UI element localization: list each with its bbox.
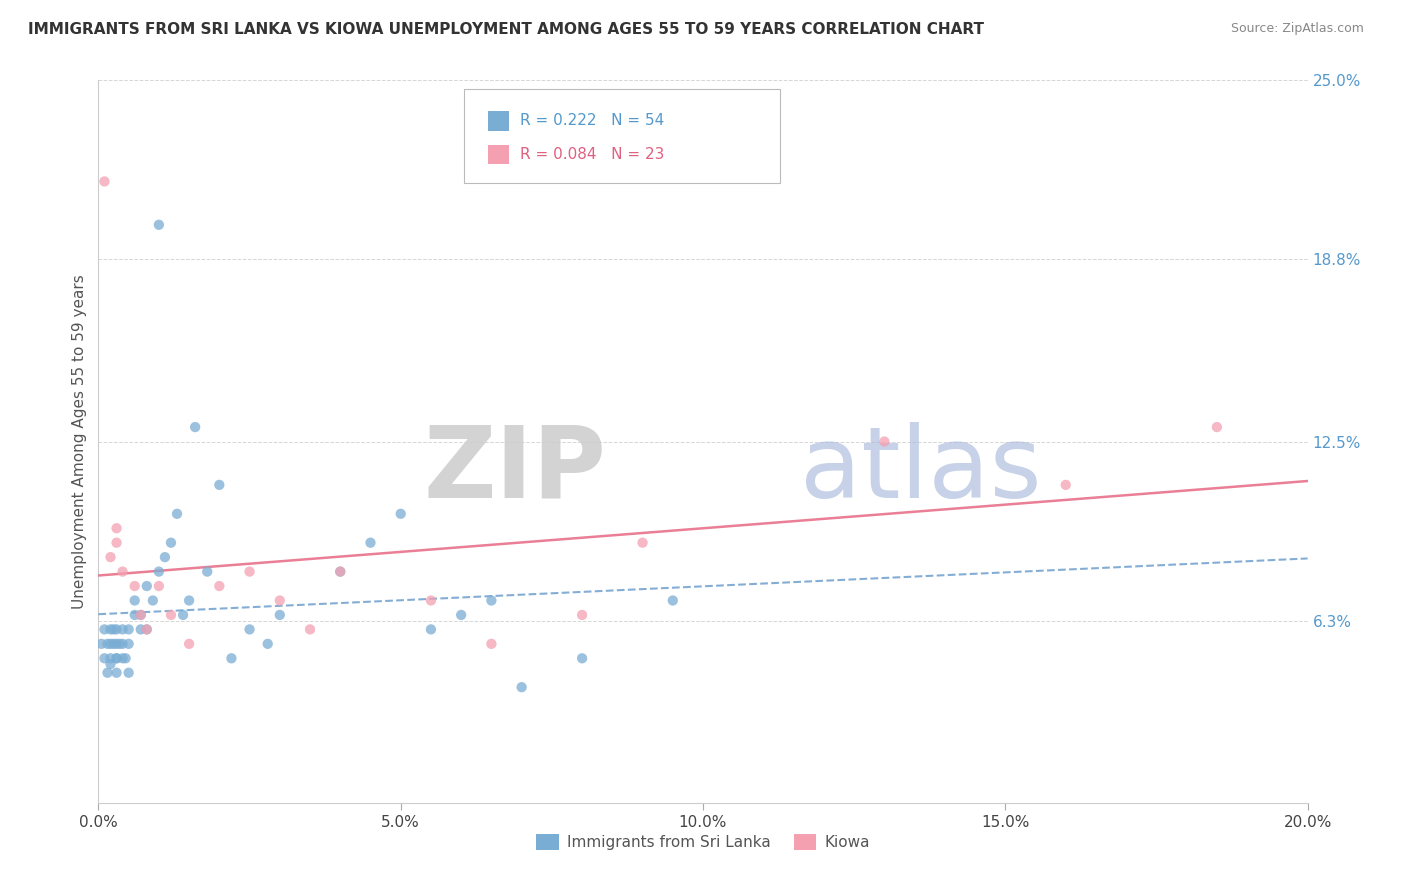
- Point: [661, 593, 683, 607]
- Point: [93, 623, 115, 637]
- Text: IMMIGRANTS FROM SRI LANKA VS KIOWA UNEMPLOYMENT AMONG AGES 55 TO 59 YEARS CORREL: IMMIGRANTS FROM SRI LANKA VS KIOWA UNEMP…: [28, 22, 984, 37]
- Point: [124, 607, 146, 622]
- Point: [269, 593, 291, 607]
- Point: [360, 535, 382, 549]
- Point: [1206, 420, 1229, 434]
- Point: [510, 680, 533, 694]
- Point: [103, 623, 125, 637]
- Point: [135, 623, 157, 637]
- Point: [148, 218, 170, 232]
- Point: [420, 623, 443, 637]
- Point: [129, 607, 152, 622]
- Point: [148, 579, 170, 593]
- Point: [184, 420, 207, 434]
- Point: [111, 637, 134, 651]
- Point: [239, 565, 262, 579]
- Point: [389, 507, 412, 521]
- Point: [329, 565, 352, 579]
- Point: [481, 593, 503, 607]
- Point: [111, 623, 134, 637]
- Point: [124, 593, 146, 607]
- Point: [269, 607, 291, 622]
- Point: [481, 637, 503, 651]
- Point: [105, 651, 128, 665]
- Point: [100, 637, 122, 651]
- Point: [571, 651, 593, 665]
- Point: [299, 623, 322, 637]
- Point: [118, 623, 141, 637]
- Y-axis label: Unemployment Among Ages 55 to 59 years: Unemployment Among Ages 55 to 59 years: [72, 274, 87, 609]
- Point: [153, 550, 176, 565]
- Point: [111, 565, 134, 579]
- Point: [96, 665, 118, 680]
- Point: [100, 657, 122, 671]
- Point: [142, 593, 165, 607]
- Point: [1054, 478, 1077, 492]
- Point: [129, 607, 152, 622]
- Point: [208, 478, 231, 492]
- Point: [160, 607, 183, 622]
- Point: [571, 607, 593, 622]
- Point: [103, 637, 125, 651]
- Point: [90, 637, 112, 651]
- Point: [179, 637, 201, 651]
- Point: [100, 623, 122, 637]
- Point: [96, 637, 118, 651]
- Point: [124, 579, 146, 593]
- Point: [111, 651, 134, 665]
- Point: [256, 637, 278, 651]
- Point: [118, 637, 141, 651]
- Point: [221, 651, 243, 665]
- Text: R = 0.222   N = 54: R = 0.222 N = 54: [520, 113, 665, 128]
- Point: [135, 579, 157, 593]
- Point: [329, 565, 352, 579]
- Text: R = 0.084   N = 23: R = 0.084 N = 23: [520, 147, 665, 162]
- Point: [105, 637, 128, 651]
- Point: [172, 607, 194, 622]
- Point: [631, 535, 654, 549]
- Point: [100, 550, 122, 565]
- Point: [93, 174, 115, 188]
- Text: atlas: atlas: [800, 422, 1042, 519]
- Point: [873, 434, 896, 449]
- Text: ZIP: ZIP: [423, 422, 606, 519]
- Point: [105, 623, 128, 637]
- Point: [105, 535, 128, 549]
- Point: [208, 579, 231, 593]
- Point: [179, 593, 201, 607]
- Point: [108, 637, 131, 651]
- Point: [166, 507, 188, 521]
- Point: [100, 651, 122, 665]
- Point: [105, 665, 128, 680]
- Point: [135, 623, 157, 637]
- Point: [195, 565, 218, 579]
- Point: [160, 535, 183, 549]
- Point: [105, 521, 128, 535]
- Point: [118, 665, 141, 680]
- Point: [239, 623, 262, 637]
- Point: [148, 565, 170, 579]
- Point: [129, 623, 152, 637]
- Point: [450, 607, 472, 622]
- Legend: Immigrants from Sri Lanka, Kiowa: Immigrants from Sri Lanka, Kiowa: [530, 829, 876, 856]
- Point: [93, 651, 115, 665]
- Point: [420, 593, 443, 607]
- Point: [114, 651, 136, 665]
- Text: Source: ZipAtlas.com: Source: ZipAtlas.com: [1230, 22, 1364, 36]
- Point: [105, 651, 128, 665]
